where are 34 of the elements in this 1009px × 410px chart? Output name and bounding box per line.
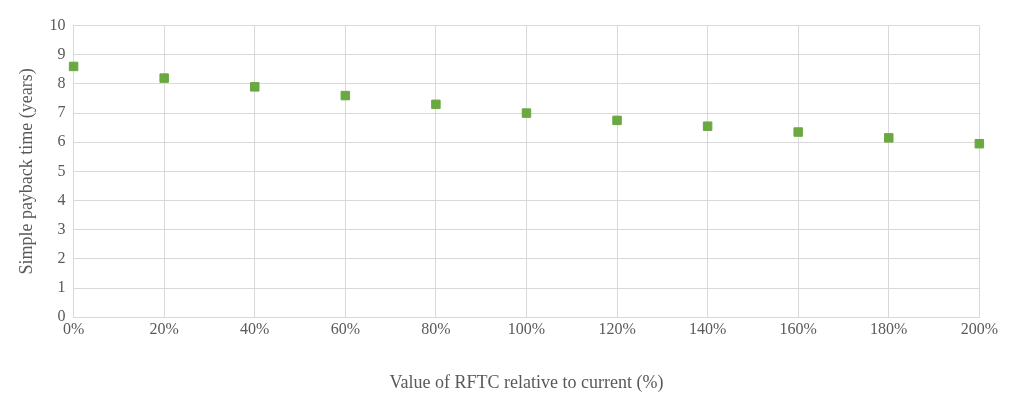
y-tick-label: 2 xyxy=(57,249,66,267)
y-axis-title: Simple payback time (years) xyxy=(15,68,37,275)
point xyxy=(159,73,169,83)
y-tick-label: 6 xyxy=(57,132,66,150)
x-tick-label: 0% xyxy=(62,320,85,337)
point xyxy=(702,121,713,131)
point xyxy=(431,99,441,110)
y-tick-label: 9 xyxy=(57,44,66,62)
point xyxy=(612,115,622,126)
x-tick-label: 120% xyxy=(598,320,636,337)
x-tick-label: 80% xyxy=(421,320,451,337)
x-tick-label: 180% xyxy=(870,320,908,337)
point xyxy=(521,108,532,118)
y-tick-label: 7 xyxy=(57,103,66,121)
y-tick-label: 5 xyxy=(57,161,66,179)
y-tick-label: 4 xyxy=(57,190,66,208)
y-tick-label: 8 xyxy=(57,74,66,92)
point xyxy=(793,127,803,137)
x-tick-label: 200% xyxy=(960,320,998,337)
point xyxy=(974,138,985,149)
x-axis-title: Value of RFTC relative to current (%) xyxy=(389,371,664,393)
x-tick-label: 140% xyxy=(688,320,727,337)
x-tick-label: 160% xyxy=(779,320,817,337)
x-tick-label: 40% xyxy=(240,320,270,337)
y-tick-label: 10 xyxy=(49,15,66,33)
y-tick-label: 3 xyxy=(57,219,66,237)
x-tick-label: 60% xyxy=(330,320,360,337)
point xyxy=(340,90,351,101)
point xyxy=(250,82,260,92)
point xyxy=(884,133,894,143)
x-tick-label: 100% xyxy=(507,320,546,337)
y-tick-label: 1 xyxy=(57,278,66,296)
point xyxy=(68,61,79,72)
x-tick-label: 20% xyxy=(149,320,179,337)
